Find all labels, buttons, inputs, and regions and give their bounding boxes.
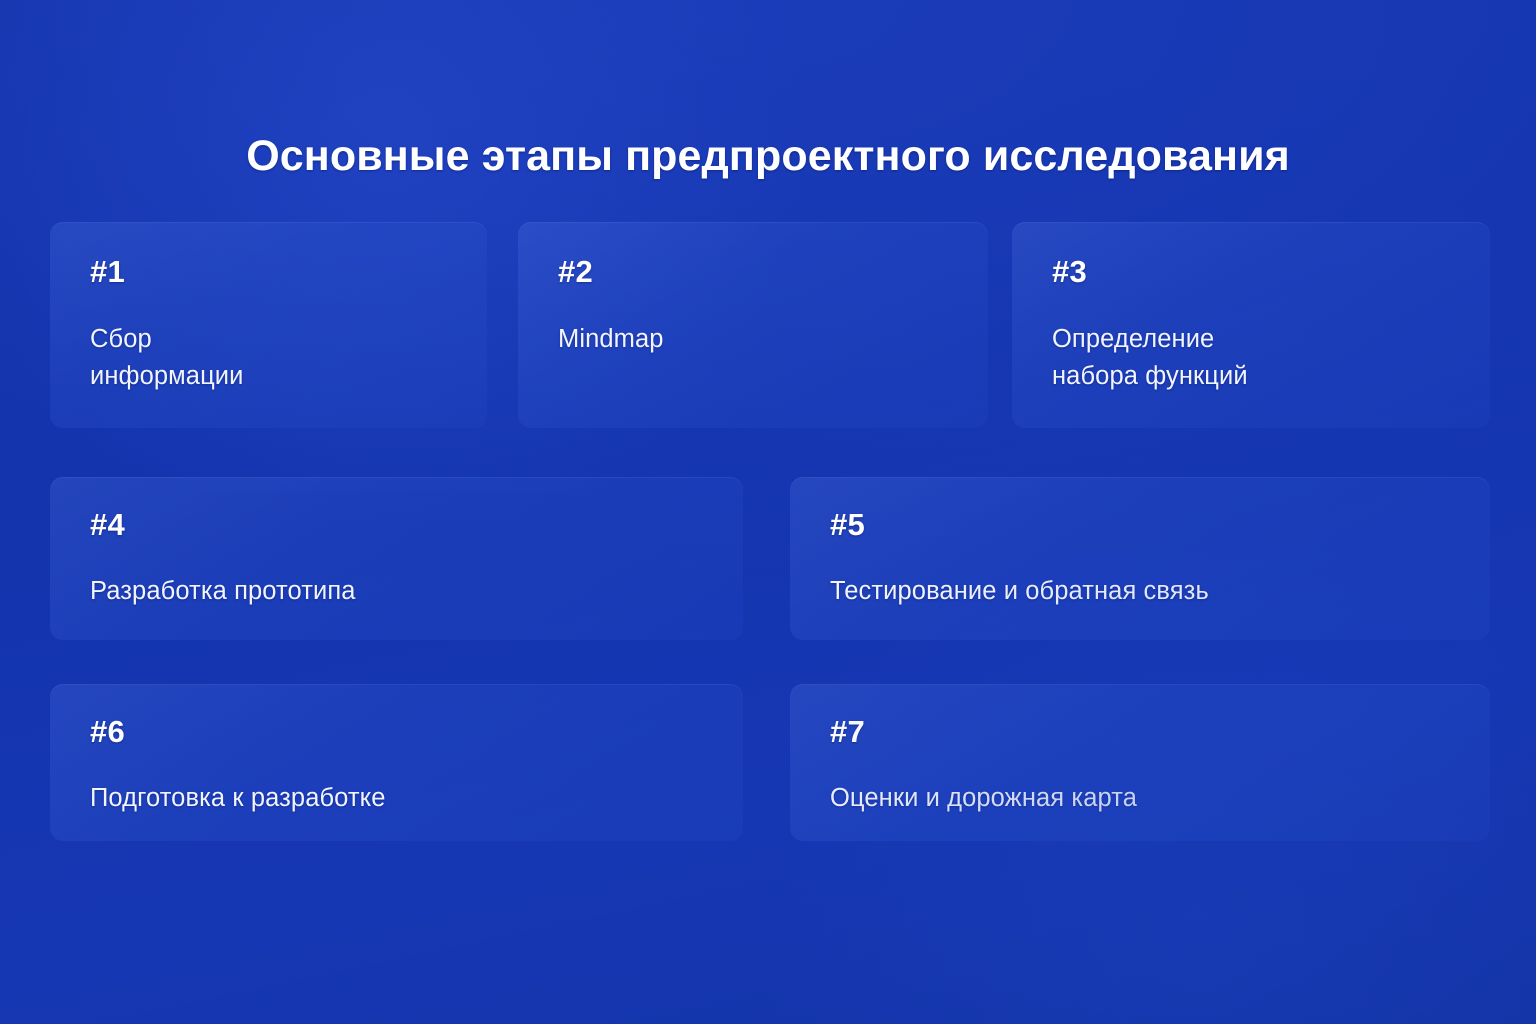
stage-number-7: #7 [830,714,865,749]
stage-number-6: #6 [90,714,125,749]
stage-card-7[interactable]: #7 Оценки и дорожная карта [790,684,1490,841]
stage-number-3: #3 [1052,254,1087,289]
stage-label-1: Сбор информации [90,325,244,390]
stage-number-5: #5 [830,507,865,542]
stage-number-2: #2 [558,254,593,289]
stage-label-2: Mindmap [558,325,664,353]
stage-label-6: Подготовка к разработке [90,784,386,812]
stage-card-2[interactable]: #2 Mindmap [518,222,988,428]
stage-label-3: Определение набора функций [1052,325,1248,390]
stage-card-3[interactable]: #3 Определение набора функций [1012,222,1490,428]
stage-card-5[interactable]: #5 Тестирование и обратная связь [790,477,1490,640]
stage-card-4[interactable]: #4 Разработка прототипа [50,477,743,640]
stage-label-5: Тестирование и обратная связь [830,577,1209,605]
stage-number-4: #4 [90,507,125,542]
stage-card-1[interactable]: #1 Сбор информации [50,222,487,428]
stage-label-4: Разработка прототипа [90,577,356,605]
stage-card-6[interactable]: #6 Подготовка к разработке [50,684,743,841]
stage-label-7: Оценки и дорожная карта [830,784,1137,812]
page-title: Основные этапы предпроектного исследован… [246,131,1290,180]
stage-number-1: #1 [90,254,125,289]
